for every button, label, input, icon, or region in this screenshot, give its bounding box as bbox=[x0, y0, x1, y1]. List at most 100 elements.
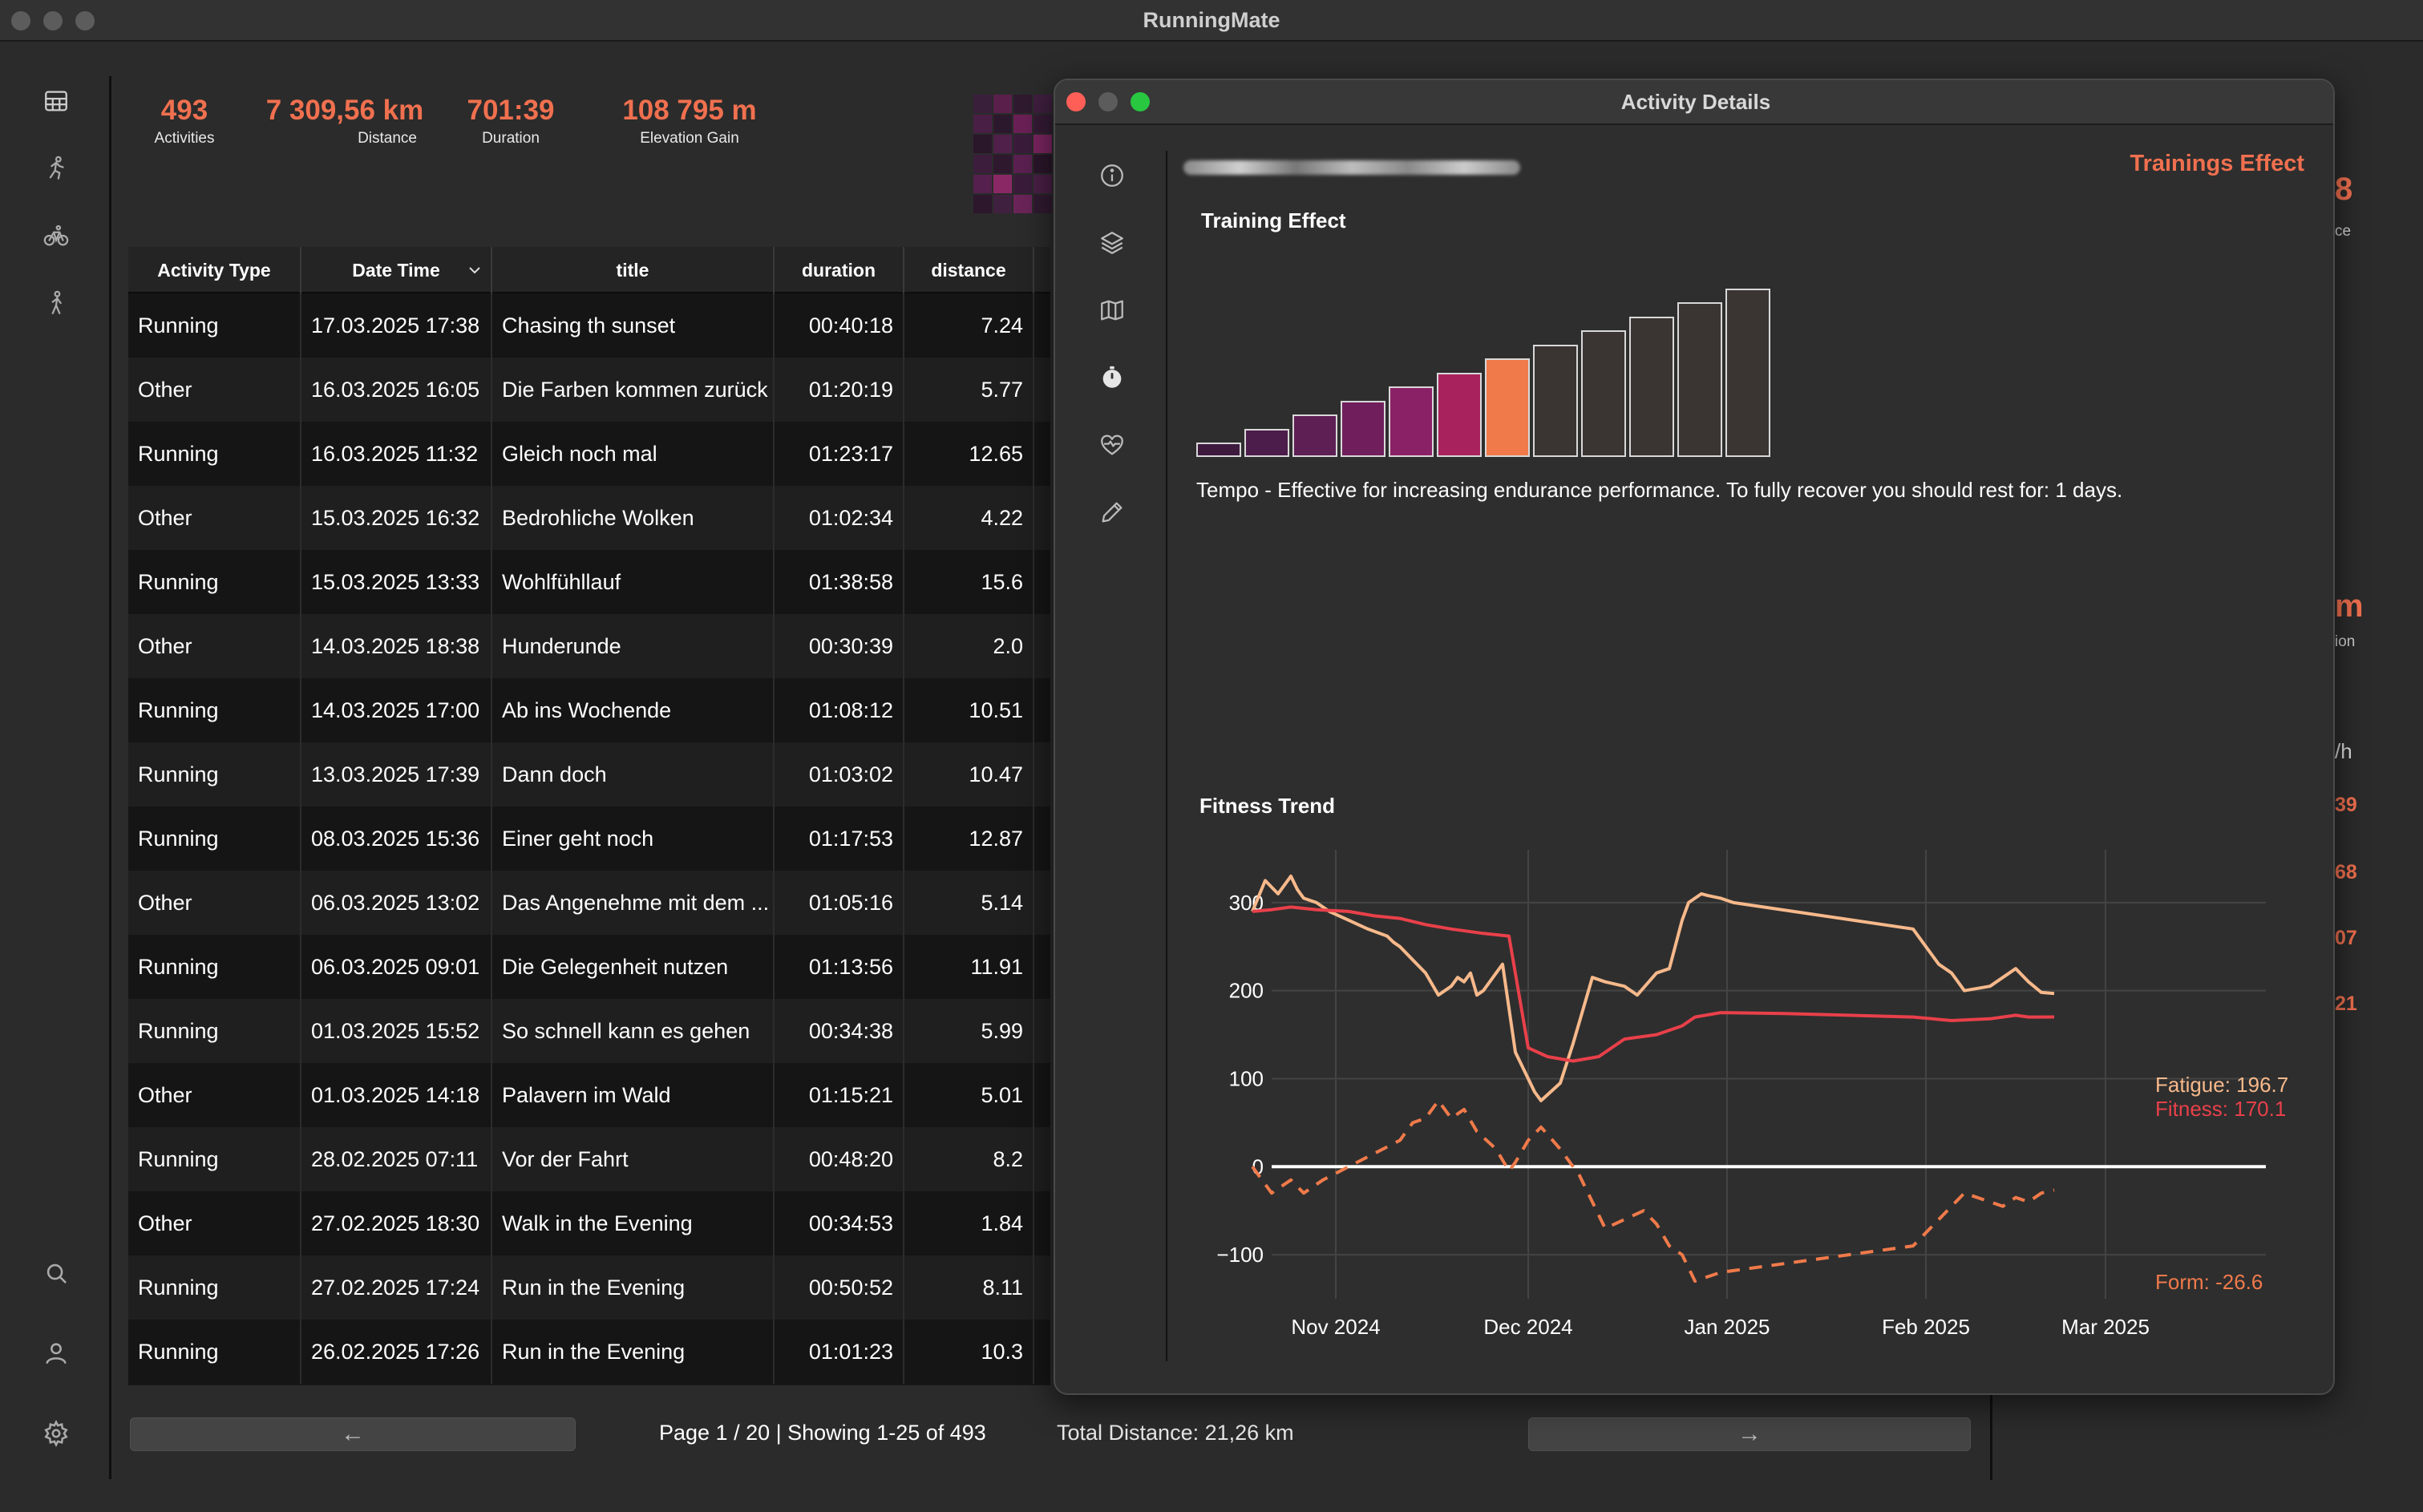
cell-date-time: 13.03.2025 17:39 bbox=[301, 742, 492, 807]
cell-distance: 7.24 bbox=[904, 293, 1034, 358]
table-row[interactable]: Running 28.02.2025 07:11 Vor der Fahrt 00:4… bbox=[128, 1127, 1050, 1191]
peek-value: 39 bbox=[2335, 794, 2357, 816]
cell-activity-type: Running bbox=[128, 1127, 301, 1191]
cell-activity-type: Running bbox=[128, 935, 301, 999]
cell-distance: 5.99 bbox=[904, 999, 1034, 1063]
next-page-button[interactable]: → bbox=[1528, 1417, 1971, 1451]
cell-title: Einer geht noch bbox=[492, 807, 775, 871]
training-effect-bar bbox=[1533, 344, 1578, 457]
cell-date-time: 06.03.2025 13:02 bbox=[301, 871, 492, 935]
column-duration[interactable]: duration bbox=[775, 247, 904, 293]
column-title[interactable]: title bbox=[492, 247, 775, 293]
table-row[interactable]: Running 27.02.2025 17:24 Run in the Evenin… bbox=[128, 1255, 1050, 1320]
running-icon[interactable] bbox=[40, 152, 72, 184]
stat-value: 7 309,56 km bbox=[265, 95, 424, 126]
activities-table: Activity Type Date Time title duration d… bbox=[128, 247, 1050, 1385]
cell-date-time: 16.03.2025 16:05 bbox=[301, 358, 492, 422]
training-effect-bar bbox=[1244, 428, 1289, 457]
cell-date-time: 01.03.2025 14:18 bbox=[301, 1063, 492, 1127]
cell-activity-type: Running bbox=[128, 807, 301, 871]
stopwatch-icon[interactable] bbox=[1098, 364, 1127, 393]
stat-duration: 701:39 Duration bbox=[457, 95, 564, 148]
column-date-time[interactable]: Date Time bbox=[301, 247, 492, 293]
info-icon[interactable] bbox=[1098, 162, 1127, 191]
peek-value: 21 bbox=[2335, 993, 2357, 1015]
table-row[interactable]: Running 08.03.2025 15:36 Einer geht noch 01… bbox=[128, 807, 1050, 871]
cell-duration: 00:50:52 bbox=[775, 1255, 904, 1320]
cell-activity-type: Other bbox=[128, 1063, 301, 1127]
minimize-window-button[interactable] bbox=[43, 11, 63, 30]
cell-title: Vor der Fahrt bbox=[492, 1127, 775, 1191]
x-tick-label: Mar 2025 bbox=[2061, 1315, 2150, 1339]
table-row[interactable]: Running 16.03.2025 11:32 Gleich noch mal 01… bbox=[128, 422, 1050, 486]
table-row[interactable]: Running 13.03.2025 17:39 Dann doch 01:03:02… bbox=[128, 742, 1050, 807]
map-icon[interactable] bbox=[1098, 297, 1127, 325]
table-row[interactable]: Running 26.02.2025 17:26 Run in the Evenin… bbox=[128, 1320, 1050, 1384]
sidebar-divider bbox=[109, 76, 111, 1479]
column-activity-type[interactable]: Activity Type bbox=[128, 247, 301, 293]
details-sidebar-divider bbox=[1166, 151, 1167, 1361]
cell-duration: 01:08:12 bbox=[775, 678, 904, 742]
cell-distance: 1.84 bbox=[904, 1191, 1034, 1255]
close-window-button[interactable] bbox=[11, 11, 30, 30]
heatmap-cell bbox=[973, 155, 992, 173]
cell-title: Gleich noch mal bbox=[492, 422, 775, 486]
training-effect-bar bbox=[1677, 302, 1722, 457]
heart-icon[interactable] bbox=[1098, 431, 1127, 460]
column-distance[interactable]: distance bbox=[904, 247, 1034, 293]
cell-title: Run in the Evening bbox=[492, 1255, 775, 1320]
close-details-button[interactable] bbox=[1066, 92, 1086, 111]
pencil-icon[interactable] bbox=[1098, 499, 1127, 528]
table-row[interactable]: Running 17.03.2025 17:38 Chasing th sunset… bbox=[128, 293, 1050, 358]
series-form-line bbox=[1251, 1098, 2055, 1283]
training-effect-bar bbox=[1629, 316, 1674, 457]
app-title: RunningMate bbox=[1143, 8, 1280, 32]
table-row[interactable]: Running 14.03.2025 17:00 Ab ins Wochende 01… bbox=[128, 678, 1050, 742]
table-row[interactable]: Other 16.03.2025 16:05 Die Farben kommen z… bbox=[128, 358, 1050, 422]
heatmap-cell bbox=[993, 95, 1012, 113]
activity-details-window: Activity Details Trainings Effect Traini… bbox=[1054, 79, 2335, 1395]
walking-icon[interactable] bbox=[40, 287, 72, 319]
zoom-details-button[interactable] bbox=[1131, 92, 1150, 111]
column-label: Date Time bbox=[352, 259, 440, 281]
table-row[interactable]: Other 06.03.2025 13:02 Das Angenehme mit d… bbox=[128, 871, 1050, 935]
person-icon[interactable] bbox=[40, 1337, 72, 1369]
table-row[interactable]: Other 27.02.2025 18:30 Walk in the Evening… bbox=[128, 1191, 1050, 1255]
cell-date-time: 14.03.2025 18:38 bbox=[301, 614, 492, 678]
fitness-trend-chart: Nov 2024 Dec 2024 Jan 2025 Feb 2025 Mar 2025… bbox=[1216, 850, 2288, 1339]
minimize-details-button[interactable] bbox=[1098, 92, 1118, 111]
total-distance: Total Distance: 21,26 km bbox=[1057, 1421, 1294, 1445]
training-effect-bar bbox=[1389, 386, 1434, 457]
redacted-activity-name bbox=[1183, 160, 1520, 175]
y-tick-label: 200 bbox=[1229, 979, 1264, 1003]
cell-duration: 01:23:17 bbox=[775, 422, 904, 486]
table-row[interactable]: Other 15.03.2025 16:32 Bedrohliche Wolken 0… bbox=[128, 486, 1050, 550]
cell-distance: 10.47 bbox=[904, 742, 1034, 807]
gear-icon[interactable] bbox=[40, 1417, 72, 1449]
grid-icon[interactable] bbox=[40, 85, 72, 117]
cell-activity-type: Other bbox=[128, 614, 301, 678]
cell-date-time: 28.02.2025 07:11 bbox=[301, 1127, 492, 1191]
cell-date-time: 27.02.2025 17:24 bbox=[301, 1255, 492, 1320]
training-effect-bar bbox=[1196, 443, 1241, 457]
chevron-down-icon bbox=[467, 261, 483, 277]
peek-label: ion bbox=[2335, 633, 2356, 650]
cell-activity-type: Other bbox=[128, 871, 301, 935]
zoom-window-button[interactable] bbox=[75, 11, 95, 30]
table-row[interactable]: Running 06.03.2025 09:01 Die Gelegenheit n… bbox=[128, 935, 1050, 999]
stat-label: Duration bbox=[482, 130, 540, 147]
prev-page-button[interactable]: ← bbox=[130, 1417, 576, 1451]
search-icon[interactable] bbox=[40, 1257, 72, 1289]
layers-icon[interactable] bbox=[1098, 229, 1127, 258]
details-title: Activity Details bbox=[1620, 90, 1771, 114]
table-row[interactable]: Running 15.03.2025 13:33 Wohlfühllauf 01:38… bbox=[128, 550, 1050, 614]
table-row[interactable]: Other 14.03.2025 18:38 Hunderunde 00:30:39 2… bbox=[128, 614, 1050, 678]
cycling-icon[interactable] bbox=[40, 220, 72, 252]
cell-date-time: 16.03.2025 11:32 bbox=[301, 422, 492, 486]
cell-duration: 01:38:58 bbox=[775, 550, 904, 614]
table-row[interactable]: Running 01.03.2025 15:52 So schnell kann e… bbox=[128, 999, 1050, 1063]
table-row[interactable]: Other 01.03.2025 14:18 Palavern im Wald 01:… bbox=[128, 1063, 1050, 1127]
cell-title: So schnell kann es gehen bbox=[492, 999, 775, 1063]
training-effect-bar bbox=[1725, 288, 1770, 457]
heatmap-cell bbox=[993, 195, 1012, 213]
